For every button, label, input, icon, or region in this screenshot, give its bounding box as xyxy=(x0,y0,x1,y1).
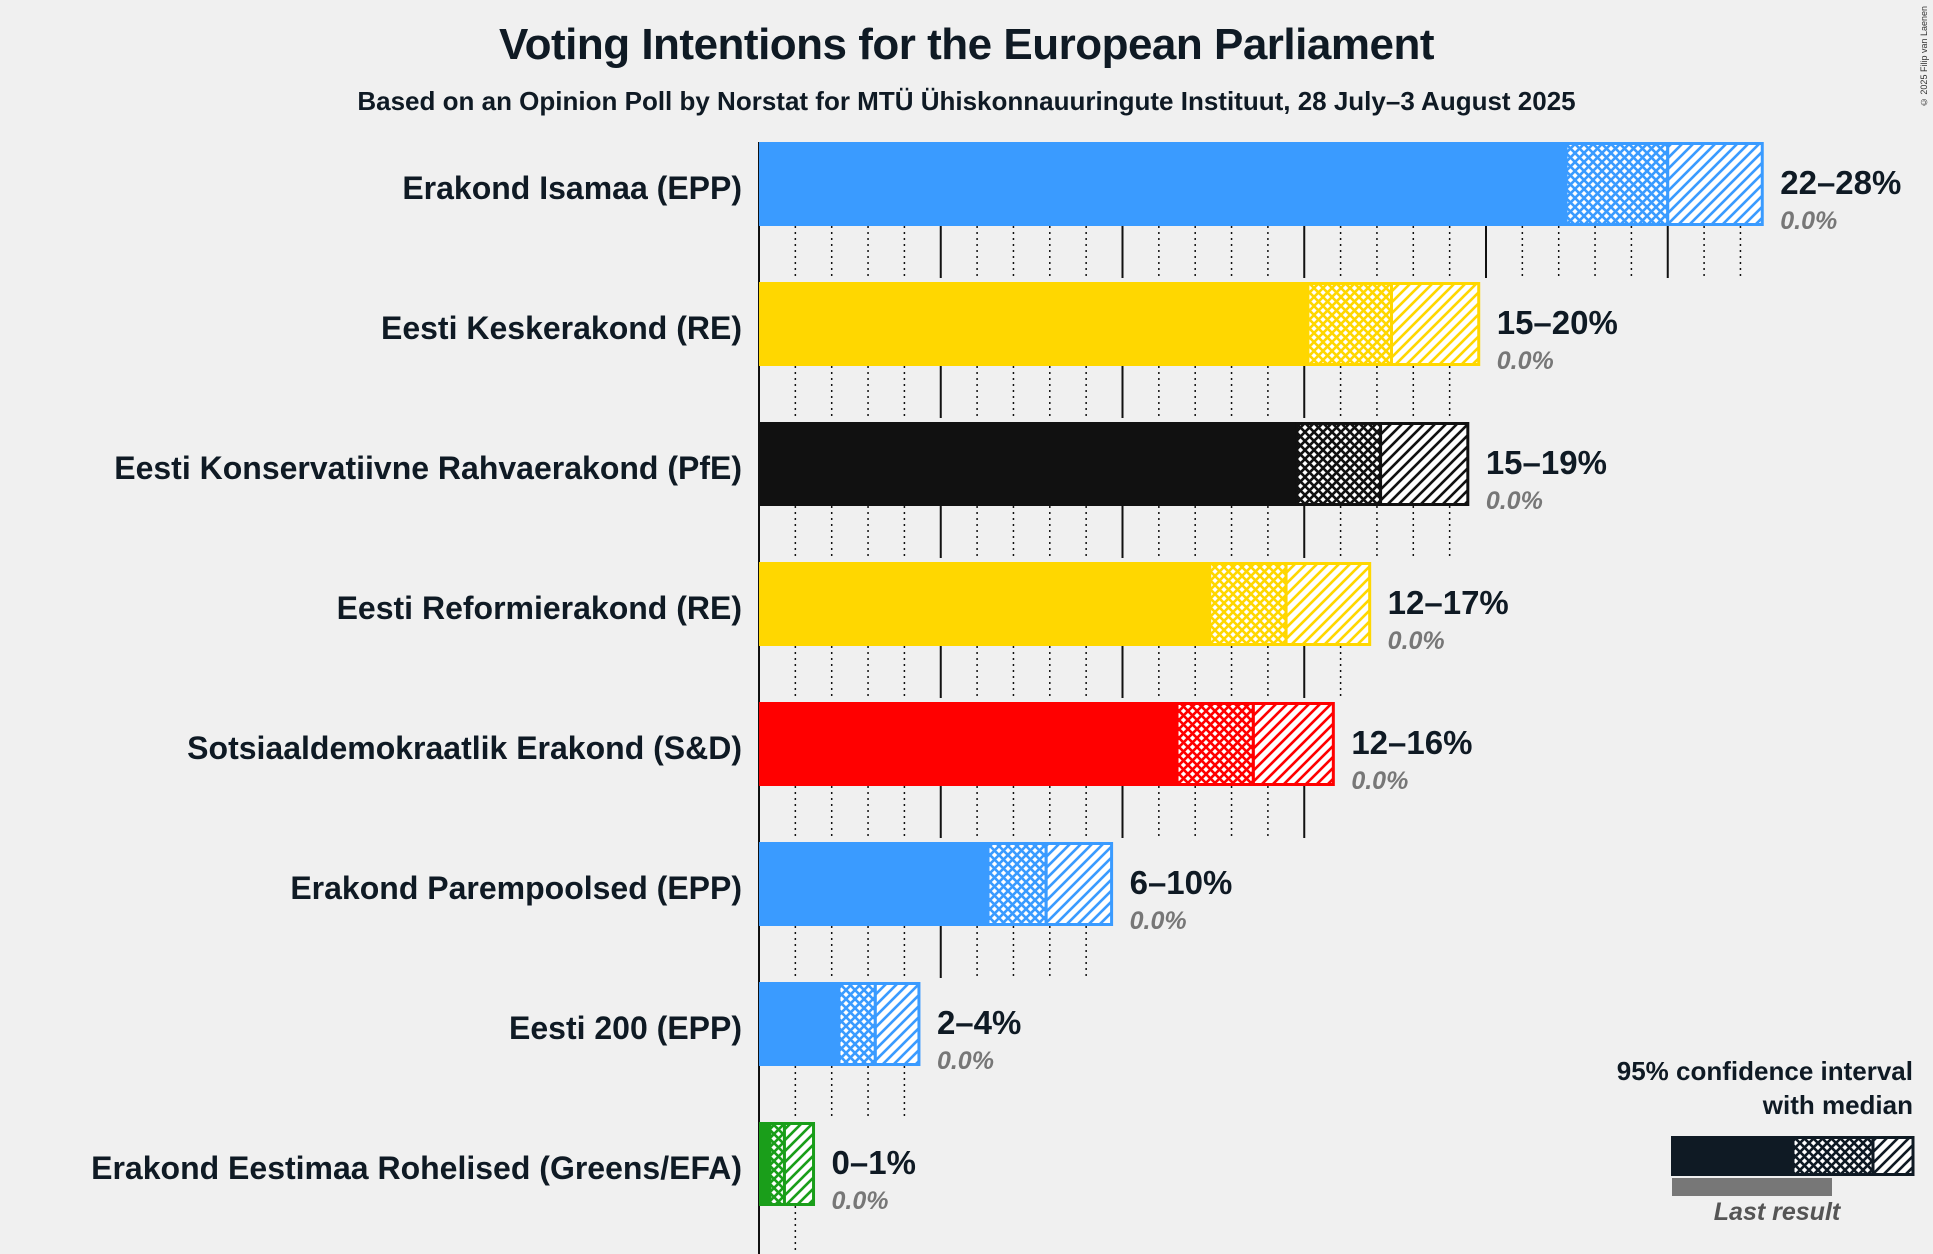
bar-ci-lower xyxy=(1295,422,1383,506)
bar-ci-upper xyxy=(1379,422,1470,506)
party-label: Eesti 200 (EPP) xyxy=(509,1010,742,1046)
legend-ci-lower xyxy=(1791,1136,1875,1176)
last-result-label: 0.0% xyxy=(937,1047,994,1075)
bar-ci-lower xyxy=(986,842,1048,926)
range-label: 2–4% xyxy=(937,1004,1021,1041)
legend-last-result-bar xyxy=(1672,1178,1832,1196)
party-bar-group: Eesti Keskerakond (RE) 15–20% 0.0% xyxy=(381,282,1618,375)
party-label: Eesti Konservatiivne Rahvaerakond (PfE) xyxy=(114,450,742,486)
bar-ci-upper xyxy=(873,982,921,1066)
legend-ci-upper xyxy=(1871,1136,1915,1176)
bar-ci-upper xyxy=(1251,702,1335,786)
party-bar-group: Erakond Parempoolsed (EPP) 6–10% 0.0% xyxy=(290,842,1232,935)
range-label: 12–16% xyxy=(1351,724,1472,761)
bar-solid xyxy=(759,562,1210,646)
bar-ci-upper xyxy=(782,1122,816,1206)
legend-title-line1: 95% confidence interval xyxy=(1616,1056,1913,1086)
last-result-label: 0.0% xyxy=(1130,907,1187,935)
range-label: 12–17% xyxy=(1388,584,1509,621)
bar-solid xyxy=(759,1122,770,1206)
party-label: Erakond Eestimaa Rohelised (Greens/EFA) xyxy=(91,1150,742,1186)
party-label: Eesti Reformierakond (RE) xyxy=(337,590,742,626)
chart-title: Voting Intentions for the European Parli… xyxy=(499,20,1434,69)
range-label: 15–19% xyxy=(1486,444,1607,481)
bar-solid xyxy=(759,142,1566,226)
legend-solid xyxy=(1671,1136,1793,1176)
bar-ci-upper xyxy=(1389,282,1481,366)
bar-ci-lower xyxy=(837,982,877,1066)
bars: Erakond Isamaa (EPP) 22–28%0.0%Eesti Kesk… xyxy=(91,142,1901,1215)
chart-subtitle: Based on an Opinion Poll by Norstat for … xyxy=(357,86,1576,116)
bar-ci-lower xyxy=(1564,142,1670,226)
bar-solid xyxy=(759,282,1308,366)
range-label: 0–1% xyxy=(832,1144,916,1181)
bar-solid xyxy=(759,702,1178,786)
range-label: 15–20% xyxy=(1497,304,1618,341)
party-label: Sotsiaaldemokraatlik Erakond (S&D) xyxy=(187,730,742,766)
bar-solid xyxy=(759,982,839,1066)
bar-solid xyxy=(759,422,1297,506)
last-result-label: 0.0% xyxy=(1780,207,1837,235)
party-bar-group: Eesti Konservatiivne Rahvaerakond (PfE) 1… xyxy=(114,422,1607,515)
bar-ci-upper xyxy=(1044,842,1114,926)
last-result-label: 0.0% xyxy=(1497,347,1554,375)
range-label: 22–28% xyxy=(1780,164,1901,201)
bar-solid xyxy=(759,842,989,926)
legend-title-line2: with median xyxy=(1762,1090,1913,1120)
bar-ci-upper xyxy=(1284,562,1372,646)
bar-ci-upper xyxy=(1666,142,1764,226)
party-bar-group: Sotsiaaldemokraatlik Erakond (S&D) 12–16%… xyxy=(187,702,1472,795)
bar-ci-lower xyxy=(1208,562,1288,646)
bar-ci-lower xyxy=(1175,702,1255,786)
party-label: Erakond Isamaa (EPP) xyxy=(402,170,742,206)
party-bar-group: Erakond Eestimaa Rohelised (Greens/EFA) 0… xyxy=(91,1122,916,1215)
legend-graphic xyxy=(1671,1136,1915,1196)
last-result-label: 0.0% xyxy=(1351,767,1408,795)
party-bar-group: Eesti 200 (EPP) 2–4% 0.0% xyxy=(509,982,1021,1075)
party-label: Eesti Keskerakond (RE) xyxy=(381,310,742,346)
party-bar-group: Eesti Reformierakond (RE) 12–17% 0.0% xyxy=(337,562,1509,655)
last-result-label: 0.0% xyxy=(1388,627,1445,655)
legend-last-result-label: Last result xyxy=(1713,1198,1841,1226)
party-bar-group: Erakond Isamaa (EPP) 22–28% 0.0% xyxy=(402,142,1901,235)
last-result-label: 0.0% xyxy=(1486,487,1543,515)
bar-ci-lower xyxy=(1306,282,1393,366)
legend-title: 95% confidence interval with median xyxy=(1617,1054,1913,1122)
bar-ci-lower xyxy=(768,1122,786,1206)
last-result-label: 0.0% xyxy=(832,1187,889,1215)
party-label: Erakond Parempoolsed (EPP) xyxy=(290,870,742,906)
range-label: 6–10% xyxy=(1130,864,1233,901)
